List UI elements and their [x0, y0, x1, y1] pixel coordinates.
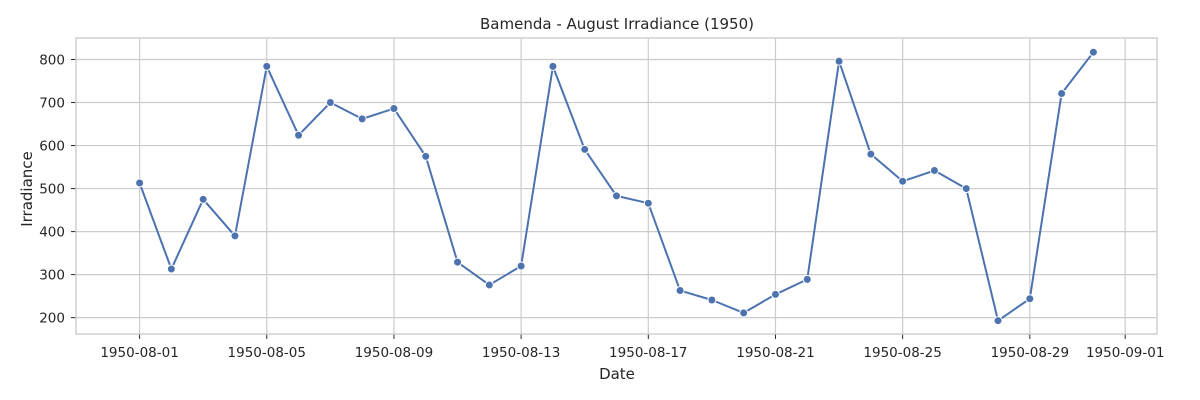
- data-point: [898, 176, 908, 186]
- data-point: [357, 114, 367, 124]
- data-point: [262, 61, 272, 71]
- data-point: [453, 257, 463, 267]
- x-tick-label: 1950-08-05: [228, 345, 306, 361]
- data-point: [516, 261, 526, 271]
- data-point: [866, 149, 876, 159]
- data-point: [580, 144, 590, 154]
- data-point: [802, 274, 812, 284]
- y-tick-label: 400: [39, 225, 65, 241]
- x-tick-label: 1950-08-29: [991, 345, 1069, 361]
- y-tick-label: 600: [39, 139, 65, 155]
- data-point: [770, 289, 780, 299]
- y-axis-label: Irradiance: [18, 151, 36, 227]
- data-point: [325, 98, 335, 108]
- x-tick-label: 1950-08-01: [100, 345, 178, 361]
- x-tick-label: 1950-08-21: [736, 345, 814, 361]
- y-tick-label: 700: [39, 96, 65, 112]
- data-point: [1025, 294, 1035, 304]
- data-point: [484, 280, 494, 290]
- data-point: [643, 198, 653, 208]
- data-point: [389, 104, 399, 114]
- y-tick-label: 800: [39, 53, 65, 69]
- data-point: [707, 295, 717, 305]
- y-tick-label: 500: [39, 182, 65, 198]
- data-point: [993, 316, 1003, 326]
- series-layer: [135, 47, 1098, 326]
- data-point: [675, 286, 685, 296]
- data-point: [198, 194, 208, 204]
- data-point: [961, 184, 971, 194]
- data-point: [834, 56, 844, 66]
- axis-ticks: 200 300 400 500 600 700 800 1950-08-01 1950-08-0…: [39, 53, 1164, 361]
- x-tick-label: 1950-09-01: [1086, 345, 1164, 361]
- data-point: [1088, 47, 1098, 57]
- data-point: [739, 308, 749, 318]
- data-point: [421, 151, 431, 161]
- data-point: [294, 130, 304, 140]
- data-point: [1057, 89, 1067, 98]
- x-axis-label: Date: [599, 365, 635, 383]
- x-tick-label: 1950-08-25: [863, 345, 941, 361]
- y-tick-label: 200: [39, 311, 65, 327]
- series-line: [138, 51, 1095, 322]
- x-tick-label: 1950-08-13: [482, 345, 560, 361]
- data-point: [548, 61, 558, 71]
- y-tick-label: 300: [39, 268, 65, 284]
- data-point: [230, 231, 240, 241]
- x-tick-label: 1950-08-09: [355, 345, 433, 361]
- chart-title: Bamenda - August Irradiance (1950): [480, 15, 754, 33]
- data-point: [135, 178, 145, 188]
- grid-lines: [76, 38, 1157, 334]
- x-tick-label: 1950-08-17: [609, 345, 687, 361]
- plot-frame: [75, 37, 1158, 335]
- data-point: [929, 166, 939, 176]
- data-point: [166, 264, 176, 274]
- data-point: [612, 191, 621, 201]
